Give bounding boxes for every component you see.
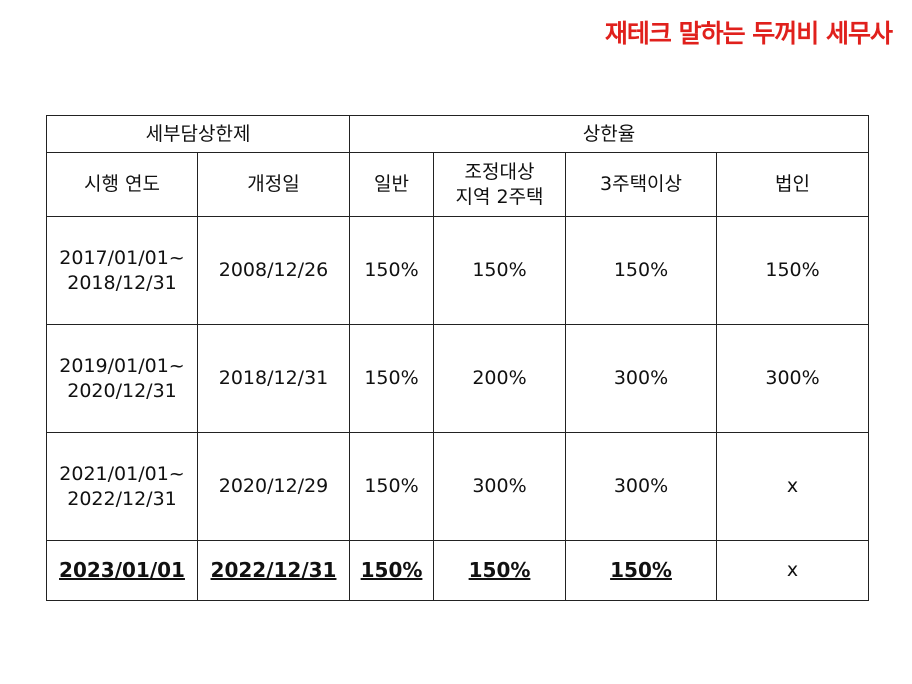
period-start: 2017/01/01~ [59,246,185,269]
corporate-cell: x [716,432,870,541]
corporate-cell: 150% [716,216,870,325]
group-header-left: 세부담상한제 [45,115,351,153]
amended-cell: 2022/12/31 [196,540,351,601]
general-cell: 150% [349,432,435,541]
amended-cell: 2018/12/31 [196,324,351,433]
table-row: 2017/01/01~ 2018/12/31 2008/12/26 150% 1… [46,216,870,325]
adjusted-2house-cell: 200% [433,324,567,433]
period-end: 2018/12/31 [67,271,177,294]
amended-cell: 2020/12/29 [196,432,351,541]
period-end: 2020/12/31 [67,379,177,402]
column-header-label-line1: 조정대상 [464,160,535,183]
column-header-label: 3주택이상 [600,173,683,195]
general-cell: 150% [349,324,435,433]
table-row-current: 2023/01/01 2022/12/31 150% 150% 150% x [46,540,870,601]
period-cell: 2023/01/01 [46,540,198,601]
column-header-corporate: 법인 [716,152,870,217]
column-header-label: 개정일 [247,173,300,195]
column-header-label: 법인 [775,173,810,195]
period-start: 2021/01/01~ [59,462,185,485]
adjusted-2house-cell: 300% [433,432,567,541]
period-end: 2022/12/31 [67,487,177,510]
group-header-row: 세부담상한제 상한율 [45,115,870,153]
adjusted-2house-cell: 150% [433,216,567,325]
period-cell: 2021/01/01~ 2022/12/31 [46,432,198,541]
corporate-cell: 300% [716,324,870,433]
period-start: 2019/01/01~ [59,354,185,377]
column-header-adjusted-2house: 조정대상 지역 2주택 [433,152,567,217]
column-header-three-plus: 3주택이상 [565,152,718,217]
tax-cap-table: 세부담상한제 상한율 시행 연도 개정일 일반 조정대상 지역 2주택 3주택이… [45,115,870,601]
adjusted-2house-cell: 150% [433,540,567,601]
table-row: 2019/01/01~ 2020/12/31 2018/12/31 150% 2… [46,324,870,433]
amended-cell: 2008/12/26 [196,216,351,325]
general-cell: 150% [349,540,435,601]
column-header-general: 일반 [349,152,435,217]
three-plus-cell: 300% [565,432,718,541]
brand-title: 재테크 말하는 두꺼비 세무사 [604,19,893,48]
column-header-label: 일반 [374,173,409,195]
period-cell: 2017/01/01~ 2018/12/31 [46,216,198,325]
general-cell: 150% [349,216,435,325]
corporate-cell: x [716,540,870,601]
column-header-label-line2: 지역 2주택 [455,185,544,208]
column-header-period: 시행 연도 [46,152,198,217]
column-header-row: 시행 연도 개정일 일반 조정대상 지역 2주택 3주택이상 법인 [46,152,870,217]
three-plus-cell: 300% [565,324,718,433]
three-plus-cell: 150% [565,540,718,601]
column-header-amended: 개정일 [196,152,351,217]
table-row: 2021/01/01~ 2022/12/31 2020/12/29 150% 3… [46,432,870,541]
three-plus-cell: 150% [565,216,718,325]
period-cell: 2019/01/01~ 2020/12/31 [46,324,198,433]
group-header-right: 상한율 [349,115,870,153]
column-header-label: 시행 연도 [84,173,160,195]
